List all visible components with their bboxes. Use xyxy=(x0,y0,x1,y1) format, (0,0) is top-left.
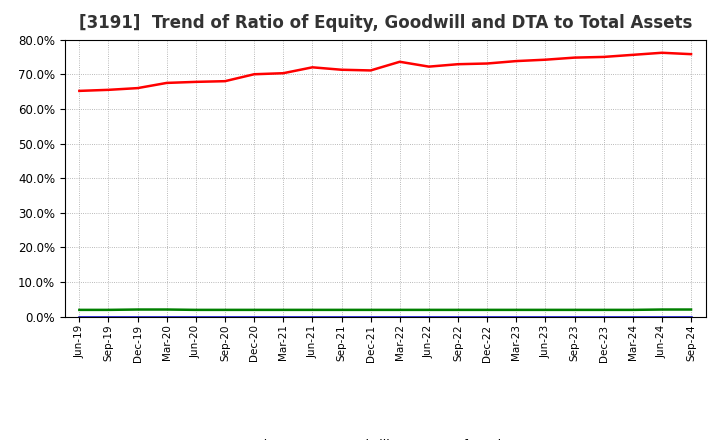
Deferred Tax Assets xyxy=(425,307,433,312)
Equity xyxy=(483,61,492,66)
Goodwill xyxy=(512,314,521,319)
Goodwill xyxy=(163,314,171,319)
Deferred Tax Assets xyxy=(454,307,462,312)
Deferred Tax Assets xyxy=(337,307,346,312)
Deferred Tax Assets xyxy=(220,307,229,312)
Goodwill xyxy=(192,314,200,319)
Equity xyxy=(395,59,404,64)
Goodwill xyxy=(454,314,462,319)
Equity xyxy=(629,52,637,58)
Deferred Tax Assets xyxy=(133,307,142,312)
Deferred Tax Assets xyxy=(395,307,404,312)
Equity xyxy=(308,65,317,70)
Equity xyxy=(454,62,462,67)
Goodwill xyxy=(104,314,113,319)
Deferred Tax Assets xyxy=(570,307,579,312)
Goodwill xyxy=(425,314,433,319)
Equity xyxy=(220,78,229,84)
Equity xyxy=(599,54,608,59)
Goodwill xyxy=(308,314,317,319)
Equity xyxy=(133,85,142,91)
Deferred Tax Assets xyxy=(279,307,287,312)
Goodwill xyxy=(279,314,287,319)
Deferred Tax Assets xyxy=(541,307,550,312)
Equity xyxy=(512,59,521,64)
Equity xyxy=(366,68,375,73)
Equity xyxy=(425,64,433,69)
Equity xyxy=(657,50,666,55)
Deferred Tax Assets xyxy=(483,307,492,312)
Line: Equity: Equity xyxy=(79,53,691,91)
Goodwill xyxy=(657,314,666,319)
Deferred Tax Assets xyxy=(104,307,113,312)
Goodwill xyxy=(395,314,404,319)
Deferred Tax Assets xyxy=(192,307,200,312)
Equity xyxy=(279,70,287,76)
Equity xyxy=(541,57,550,62)
Deferred Tax Assets xyxy=(599,307,608,312)
Goodwill xyxy=(687,314,696,319)
Deferred Tax Assets xyxy=(512,307,521,312)
Equity xyxy=(104,87,113,92)
Goodwill xyxy=(366,314,375,319)
Goodwill xyxy=(75,314,84,319)
Equity xyxy=(337,67,346,73)
Equity xyxy=(687,51,696,57)
Deferred Tax Assets xyxy=(163,307,171,312)
Goodwill xyxy=(629,314,637,319)
Equity xyxy=(192,79,200,84)
Deferred Tax Assets xyxy=(75,307,84,312)
Title: [3191]  Trend of Ratio of Equity, Goodwill and DTA to Total Assets: [3191] Trend of Ratio of Equity, Goodwil… xyxy=(78,15,692,33)
Equity xyxy=(163,80,171,85)
Equity xyxy=(570,55,579,60)
Deferred Tax Assets xyxy=(629,307,637,312)
Goodwill xyxy=(599,314,608,319)
Goodwill xyxy=(337,314,346,319)
Deferred Tax Assets xyxy=(250,307,258,312)
Goodwill xyxy=(483,314,492,319)
Equity xyxy=(250,72,258,77)
Deferred Tax Assets xyxy=(308,307,317,312)
Goodwill xyxy=(570,314,579,319)
Equity xyxy=(75,88,84,94)
Deferred Tax Assets xyxy=(687,307,696,312)
Goodwill xyxy=(250,314,258,319)
Deferred Tax Assets xyxy=(366,307,375,312)
Goodwill xyxy=(541,314,550,319)
Deferred Tax Assets xyxy=(657,307,666,312)
Goodwill xyxy=(220,314,229,319)
Goodwill xyxy=(133,314,142,319)
